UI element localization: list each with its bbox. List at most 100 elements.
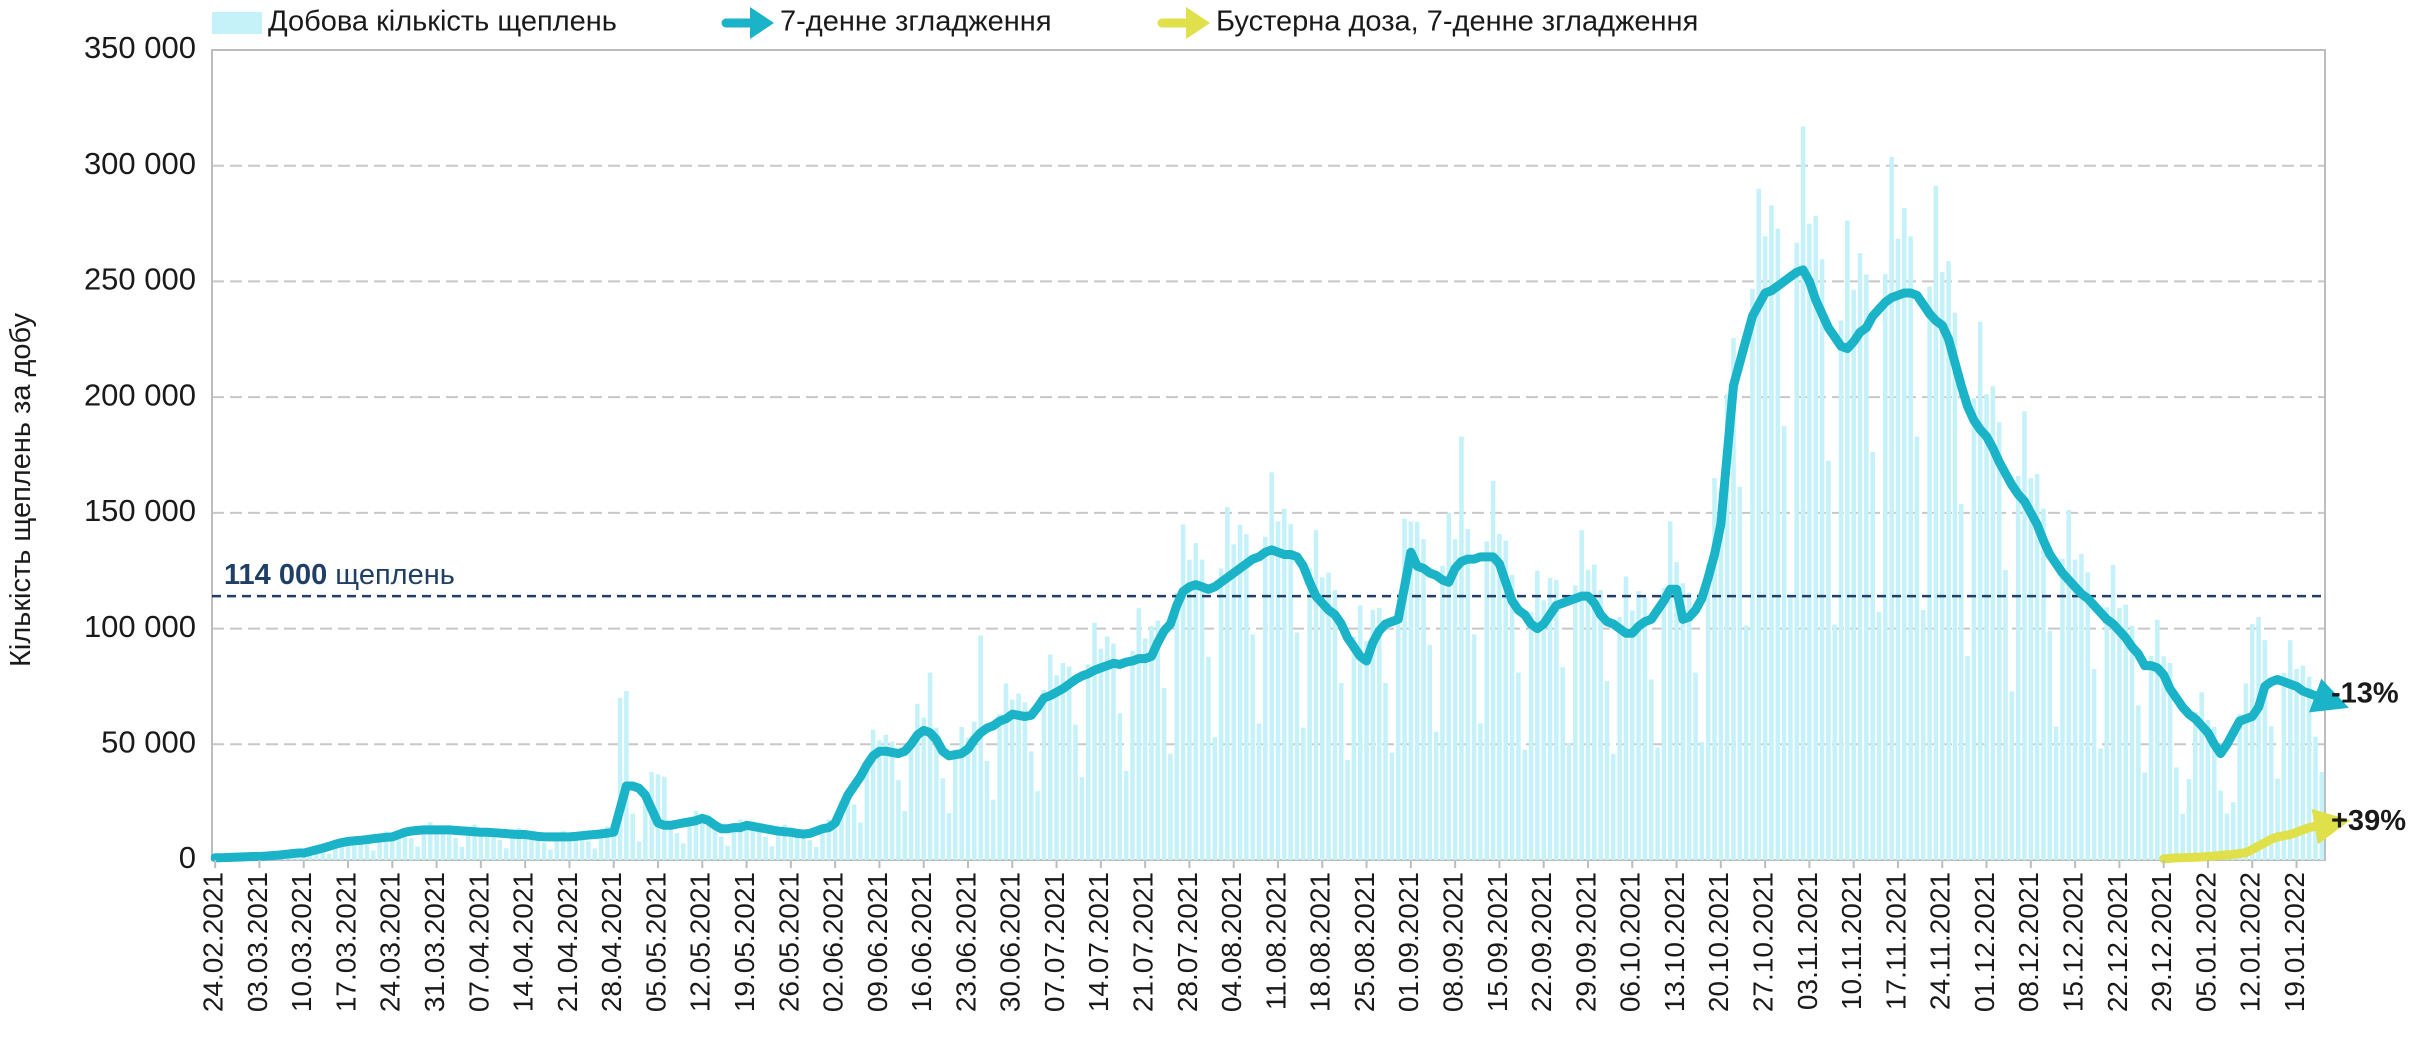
bar [1452,539,1458,860]
bar [1142,638,1148,860]
bar [636,841,642,860]
x-tick-label: 03.11.2021 [1792,872,1823,1010]
bar [813,847,819,860]
bar [1895,238,1901,861]
bar [2098,748,2103,860]
reference-label: 114 000 щеплень [224,559,455,591]
bar [1585,569,1591,860]
bar [845,788,851,860]
bar [1579,530,1584,860]
bar [1408,521,1414,860]
bar [826,819,832,860]
bar [693,810,699,860]
line [2159,808,2351,864]
bar [1883,274,1888,860]
bar [2015,476,2021,860]
plot-frame [211,49,2326,861]
bar [1623,576,1629,860]
bar [1971,398,1977,860]
x-tick-label: 08.12.2021 [2013,872,2044,1012]
bar [1528,612,1534,860]
bar [978,635,983,860]
bar [870,729,876,860]
bar [1870,451,1875,860]
x-tick-label: 13.10.2021 [1659,872,1690,1012]
bar [320,851,325,860]
bar [1977,321,1983,860]
bar [1180,524,1186,860]
x-tick-label: 16.06.2021 [906,872,937,1012]
bar [1206,656,1211,860]
bar [1092,622,1097,860]
bar [1256,723,1262,860]
bar [2123,604,2128,860]
bar [1832,624,1837,860]
x-tick-label: 25.08.2021 [1349,872,1380,1012]
bar [883,734,889,860]
bar [1503,540,1509,860]
bar [1819,259,1825,860]
x-tick-label: 17.11.2021 [1880,872,1911,1010]
bar [2022,411,2027,860]
bar [681,843,686,860]
bar [756,824,762,860]
x-tick-label: 04.08.2021 [1216,872,1247,1012]
bar [2003,570,2008,860]
bar [1939,271,1945,860]
bar [1958,504,1964,860]
bar [1016,693,1021,860]
bar [1193,543,1199,860]
bar [1598,590,1603,860]
bar [1199,559,1205,860]
bar [794,829,800,860]
x-tick-label: 22.12.2021 [2102,872,2133,1012]
bar [1307,568,1312,860]
bar [959,726,964,860]
bar [953,749,958,860]
bar [1946,261,1951,860]
bar [1054,675,1059,860]
bar [2180,813,2185,860]
bar [402,829,408,860]
bar [630,813,635,860]
bar [554,835,560,860]
x-tick-label: 12.01.2022 [2235,872,2266,1012]
x-tick-label: 23.06.2021 [950,872,981,1012]
bar [586,841,591,860]
bar [1769,205,1774,860]
legend-label: Бустерна доза, 7-денне згладження [1216,6,1698,38]
bar [1085,664,1091,860]
bar [541,842,547,860]
bar [2319,772,2325,860]
bar [2294,669,2299,860]
bar [2091,669,2097,860]
y-tick-label: 250 000 [84,262,196,297]
bar [2129,625,2135,860]
bar [1047,654,1053,860]
bar [1250,634,1255,860]
reference-text: щеплень [335,559,455,591]
y-tick-label: 50 000 [101,724,196,759]
bar [1155,620,1161,860]
bar [2085,572,2091,860]
bar [1073,724,1078,860]
bar [598,832,604,860]
bar [1535,570,1540,860]
bar [1914,436,1920,860]
x-tick-label: 17.03.2021 [330,872,361,1012]
x-tick-label: 06.10.2021 [1615,872,1646,1012]
bar [1490,480,1496,860]
bar [1731,338,1736,861]
x-tick-label: 24.03.2021 [375,872,406,1012]
bar [1851,289,1856,860]
bar [503,848,509,860]
bar [2256,617,2261,860]
bar [1263,536,1268,860]
bar [801,831,806,860]
bar [1845,220,1850,860]
bar [725,845,730,860]
bar [1592,564,1597,860]
bar [2262,640,2268,860]
bar [1743,625,1749,860]
x-tick-label: 02.06.2021 [818,872,849,1012]
